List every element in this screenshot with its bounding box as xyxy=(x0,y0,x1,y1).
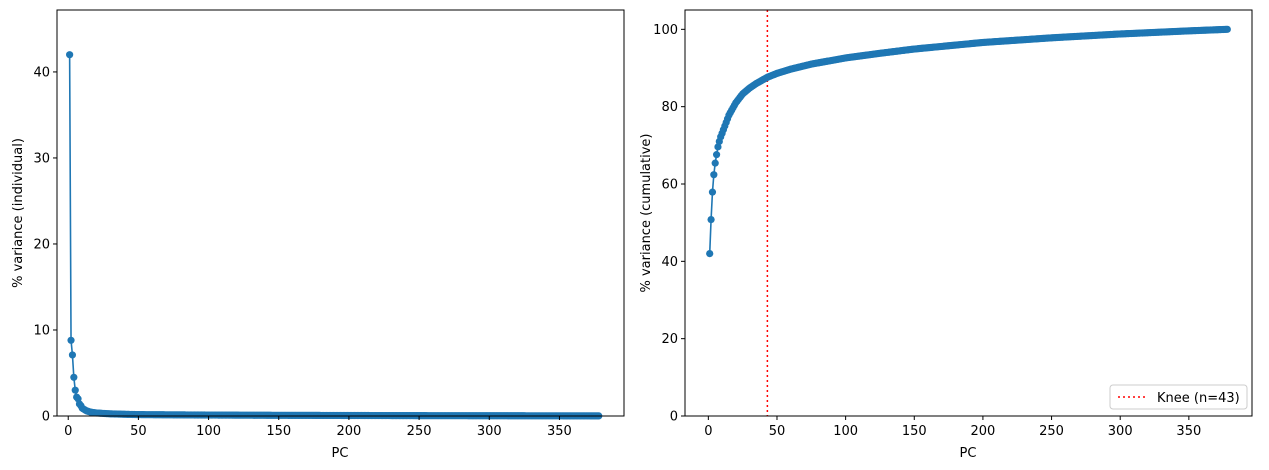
y-tick-label: 40 xyxy=(33,65,50,80)
y-tick-label: 20 xyxy=(661,332,678,347)
data-point xyxy=(67,336,75,344)
y-axis-ticks: 0 20 40 60 80 100 xyxy=(653,23,685,425)
y-axis-label: % variance (cumulative) xyxy=(639,134,654,293)
x-tick-label: 200 xyxy=(971,424,996,439)
y-tick-label: 30 xyxy=(33,151,50,166)
x-tick-label: 150 xyxy=(266,424,291,439)
legend: Knee (n=43) xyxy=(1109,384,1248,410)
x-tick-label: 250 xyxy=(1039,424,1064,439)
x-tick-label: 50 xyxy=(769,424,786,439)
data-point xyxy=(71,386,79,394)
x-axis-ticks: 0 50 100 150 200 250 300 350 xyxy=(704,416,1201,439)
y-axis-ticks: 0 10 20 30 40 xyxy=(33,65,57,425)
x-tick-label: 300 xyxy=(1108,424,1133,439)
data-point xyxy=(70,373,78,381)
cumulative-variance-chart: 0 50 100 150 200 250 300 350 0 20 40 60 80 100 PC % … xyxy=(639,9,1253,461)
data-point xyxy=(710,171,718,179)
y-tick-label: 10 xyxy=(33,323,50,338)
plot-frame xyxy=(684,9,1253,417)
y-tick-label: 20 xyxy=(33,237,50,252)
y-tick-label: 40 xyxy=(661,255,678,270)
legend-knee-label: Knee (n=43) xyxy=(1157,391,1240,406)
data-point xyxy=(1223,25,1231,33)
x-tick-label: 50 xyxy=(130,424,147,439)
x-tick-label: 150 xyxy=(902,424,927,439)
data-point xyxy=(714,143,722,151)
x-tick-label: 100 xyxy=(833,424,858,439)
y-tick-label: 100 xyxy=(653,23,678,38)
data-point xyxy=(66,51,74,59)
plot-frame xyxy=(56,9,625,417)
x-axis-ticks: 0 50 100 150 200 250 300 350 xyxy=(64,416,572,439)
y-tick-label: 0 xyxy=(42,410,50,425)
x-tick-label: 350 xyxy=(1176,424,1201,439)
x-tick-label: 100 xyxy=(196,424,221,439)
data-point xyxy=(68,351,77,359)
y-axis-label: % variance (individual) xyxy=(11,138,26,288)
y-tick-label: 0 xyxy=(670,410,678,425)
individual-variance-series xyxy=(66,51,603,420)
data-point xyxy=(706,250,714,258)
x-tick-label: 200 xyxy=(337,424,362,439)
x-axis-label: PC xyxy=(332,446,349,461)
data-point xyxy=(712,151,721,159)
x-tick-label: 0 xyxy=(704,424,712,439)
data-point xyxy=(711,159,719,167)
x-axis-label: PC xyxy=(960,446,977,461)
individual-variance-chart: 0 50 100 150 200 250 300 350 0 10 20 30 40 PC % var… xyxy=(11,9,625,461)
y-tick-label: 60 xyxy=(661,178,678,193)
data-point xyxy=(707,215,715,224)
x-tick-label: 0 xyxy=(64,424,72,439)
data-point xyxy=(708,188,717,196)
x-tick-label: 250 xyxy=(407,424,432,439)
cumulative-variance-series xyxy=(706,25,1231,258)
x-tick-label: 350 xyxy=(547,424,572,439)
legend-box xyxy=(1109,384,1248,410)
x-tick-label: 300 xyxy=(477,424,502,439)
y-tick-label: 80 xyxy=(661,100,678,115)
